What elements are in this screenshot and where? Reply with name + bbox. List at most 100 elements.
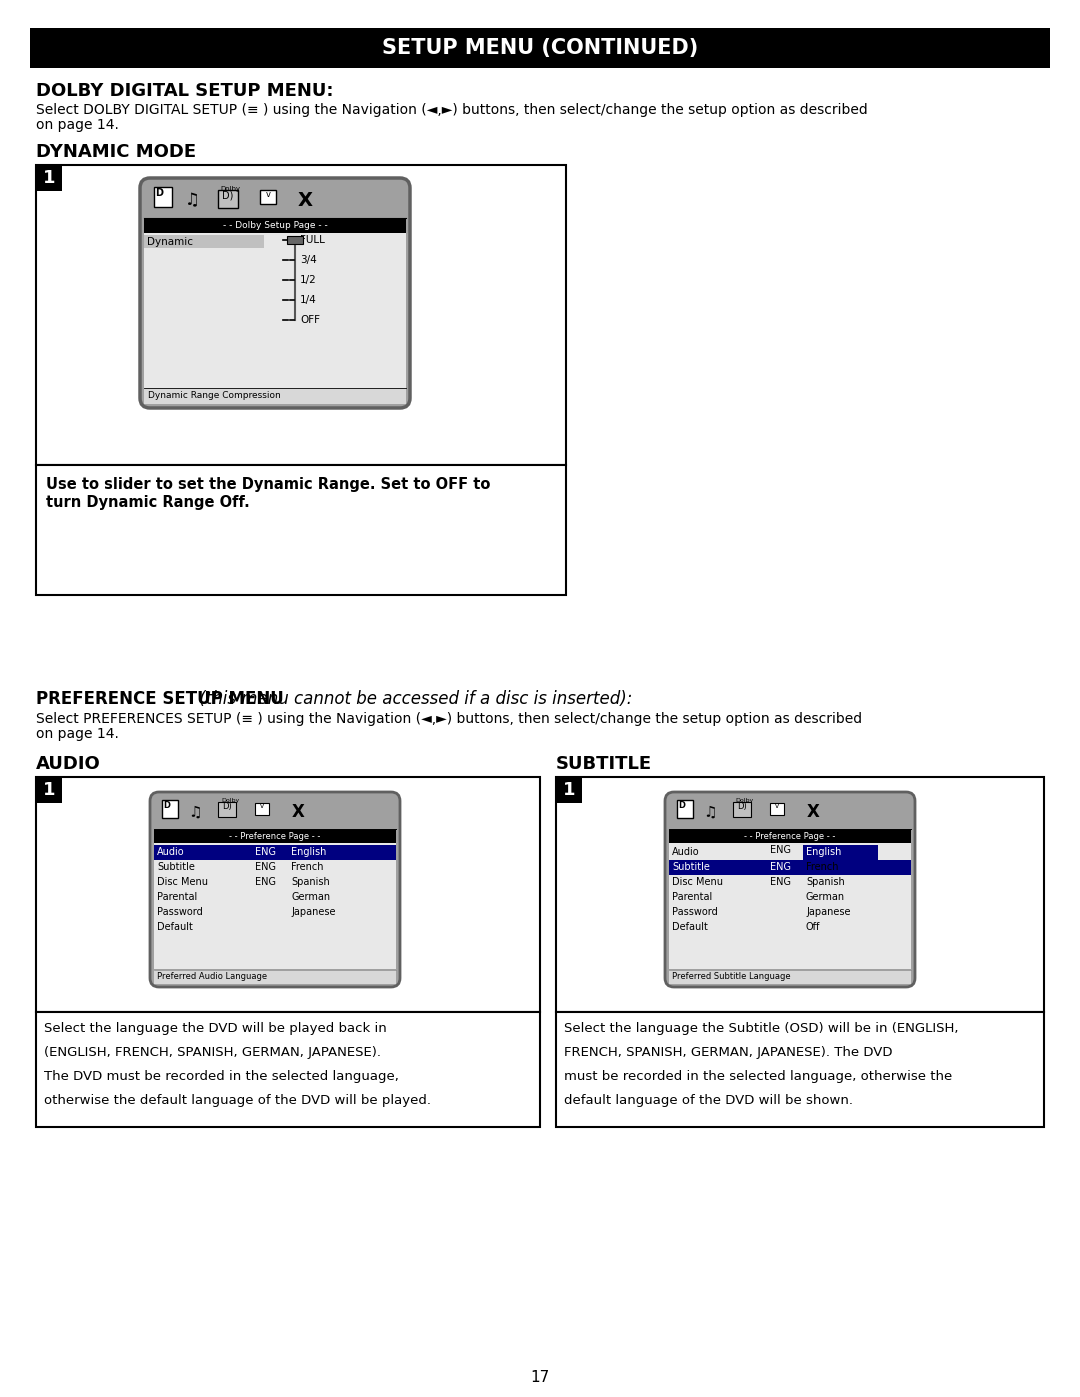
- Text: Disc Menu: Disc Menu: [157, 877, 208, 887]
- Text: D): D): [738, 802, 747, 812]
- Text: ENG: ENG: [770, 862, 791, 872]
- FancyBboxPatch shape: [140, 177, 410, 408]
- Text: - - Preference Page - -: - - Preference Page - -: [229, 833, 321, 841]
- Text: French: French: [291, 862, 324, 872]
- Text: Japanese: Japanese: [291, 907, 336, 916]
- Text: SETUP MENU (CONTINUED): SETUP MENU (CONTINUED): [382, 38, 698, 59]
- Text: X: X: [297, 190, 312, 210]
- Text: Japanese: Japanese: [806, 907, 851, 916]
- Bar: [36, 777, 62, 803]
- Text: Dolby: Dolby: [221, 798, 239, 803]
- Text: on page 14.: on page 14.: [36, 117, 119, 131]
- Bar: [154, 842, 396, 970]
- Bar: [669, 970, 912, 983]
- Text: ENG: ENG: [255, 862, 276, 872]
- Text: Dolby: Dolby: [735, 798, 754, 803]
- Text: English: English: [291, 847, 326, 856]
- Text: D: D: [678, 800, 685, 810]
- Text: PREFERENCE SETUP MENU: PREFERENCE SETUP MENU: [36, 690, 284, 708]
- Text: D: D: [156, 189, 163, 198]
- Bar: [36, 1011, 540, 1127]
- Text: 1: 1: [43, 781, 55, 799]
- Text: Audio: Audio: [157, 847, 185, 856]
- Text: Password: Password: [672, 907, 718, 916]
- Text: Dynamic: Dynamic: [147, 237, 193, 247]
- Bar: [218, 802, 237, 817]
- Text: Select the language the DVD will be played back in: Select the language the DVD will be play…: [44, 1023, 387, 1035]
- Text: Select PREFERENCES SETUP (≡ ) using the Navigation (◄,►) buttons, then select/ch: Select PREFERENCES SETUP (≡ ) using the …: [36, 712, 862, 726]
- Text: Subtitle: Subtitle: [157, 862, 194, 872]
- Bar: [804, 845, 878, 861]
- Text: ENG: ENG: [770, 877, 791, 887]
- Bar: [260, 190, 276, 204]
- Text: ♫: ♫: [703, 805, 717, 820]
- Text: Spanish: Spanish: [291, 877, 329, 887]
- Bar: [669, 830, 912, 842]
- Text: X: X: [292, 803, 305, 821]
- Text: turn Dynamic Range Off.: turn Dynamic Range Off.: [46, 495, 249, 510]
- Text: (this menu cannot be accessed if a disc is inserted):: (this menu cannot be accessed if a disc …: [193, 690, 632, 708]
- Text: v: v: [775, 803, 779, 809]
- Text: Preferred Audio Language: Preferred Audio Language: [157, 972, 267, 981]
- Text: SUBTITLE: SUBTITLE: [556, 754, 652, 773]
- Bar: [770, 803, 784, 814]
- Text: 1/2: 1/2: [300, 275, 316, 285]
- Text: default language of the DVD will be shown.: default language of the DVD will be show…: [564, 1094, 853, 1106]
- Text: D: D: [163, 800, 170, 810]
- FancyBboxPatch shape: [150, 792, 400, 988]
- Bar: [733, 802, 751, 817]
- Bar: [218, 190, 238, 208]
- Text: ENG: ENG: [255, 877, 276, 887]
- Text: 17: 17: [530, 1370, 550, 1384]
- Text: Password: Password: [157, 907, 203, 916]
- Text: Default: Default: [672, 922, 707, 932]
- Text: English: English: [806, 847, 841, 856]
- Text: Parental: Parental: [157, 893, 198, 902]
- Bar: [556, 777, 1044, 1011]
- Text: ♫: ♫: [188, 805, 202, 820]
- Text: - - Preference Page - -: - - Preference Page - -: [744, 833, 836, 841]
- Text: 1: 1: [43, 169, 55, 187]
- Text: ENG: ENG: [255, 847, 276, 856]
- Bar: [144, 235, 264, 249]
- Text: FULL: FULL: [300, 235, 325, 244]
- Bar: [154, 187, 172, 207]
- Bar: [162, 800, 178, 819]
- Text: Audio: Audio: [672, 847, 700, 856]
- Text: must be recorded in the selected language, otherwise the: must be recorded in the selected languag…: [564, 1070, 953, 1083]
- Bar: [36, 465, 566, 595]
- Bar: [255, 803, 269, 814]
- Text: OFF: OFF: [300, 314, 320, 326]
- Bar: [287, 236, 303, 244]
- Bar: [154, 845, 396, 861]
- Text: D): D): [222, 190, 233, 200]
- Bar: [144, 233, 406, 388]
- Text: Preferred Subtitle Language: Preferred Subtitle Language: [672, 972, 791, 981]
- Text: Use to slider to set the Dynamic Range. Set to OFF to: Use to slider to set the Dynamic Range. …: [46, 476, 490, 492]
- Text: on page 14.: on page 14.: [36, 726, 119, 740]
- Text: German: German: [291, 893, 330, 902]
- Text: Parental: Parental: [672, 893, 712, 902]
- Text: DOLBY DIGITAL SETUP MENU:: DOLBY DIGITAL SETUP MENU:: [36, 82, 334, 101]
- Text: Dynamic Range Compression: Dynamic Range Compression: [148, 391, 281, 400]
- Text: v: v: [260, 803, 265, 809]
- Text: AUDIO: AUDIO: [36, 754, 100, 773]
- Bar: [30, 28, 1050, 68]
- Bar: [36, 777, 540, 1011]
- Text: Subtitle: Subtitle: [672, 862, 710, 872]
- Text: Disc Menu: Disc Menu: [672, 877, 723, 887]
- Text: 3/4: 3/4: [300, 256, 316, 265]
- Text: D): D): [222, 802, 232, 812]
- Text: v: v: [266, 190, 270, 198]
- Text: DYNAMIC MODE: DYNAMIC MODE: [36, 142, 197, 161]
- Text: Select the language the Subtitle (OSD) will be in (ENGLISH,: Select the language the Subtitle (OSD) w…: [564, 1023, 959, 1035]
- Text: X: X: [807, 803, 820, 821]
- Text: 1: 1: [563, 781, 576, 799]
- Text: otherwise the default language of the DVD will be played.: otherwise the default language of the DV…: [44, 1094, 431, 1106]
- Text: French: French: [806, 862, 838, 872]
- Text: German: German: [806, 893, 846, 902]
- Bar: [144, 388, 406, 404]
- FancyBboxPatch shape: [665, 792, 915, 988]
- Text: (ENGLISH, FRENCH, SPANISH, GERMAN, JAPANESE).: (ENGLISH, FRENCH, SPANISH, GERMAN, JAPAN…: [44, 1046, 381, 1059]
- Bar: [36, 165, 566, 465]
